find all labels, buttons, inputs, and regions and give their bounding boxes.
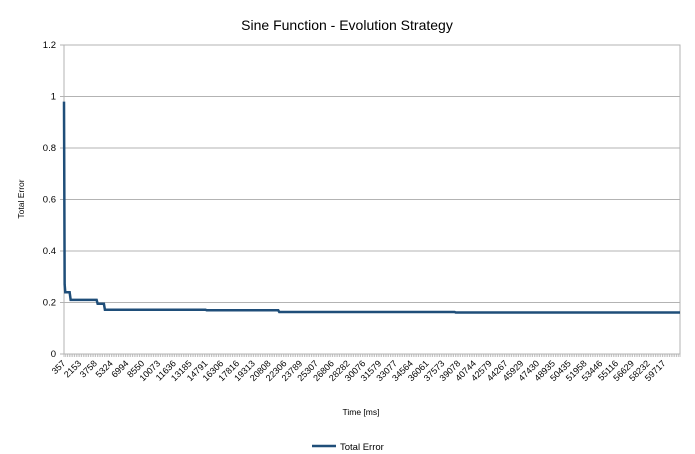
- y-axis-ticks: 0 0.2 0.4 0.6 0.8 1 1.2: [43, 40, 64, 360]
- series-line-total-error: [62, 101, 680, 314]
- y-axis-title: Total Error: [16, 179, 26, 218]
- legend: Total Error: [312, 442, 384, 453]
- y-tick-label: 0.6: [43, 195, 56, 206]
- chart-title: Sine Function - Evolution Strategy: [241, 17, 453, 33]
- x-axis-title: Time [ms]: [343, 407, 380, 417]
- y-tick-label: 0.4: [43, 246, 56, 257]
- y-tick-label: 0: [51, 349, 56, 360]
- legend-label-total-error: Total Error: [340, 442, 384, 453]
- y-tick-label: 0.8: [43, 143, 56, 154]
- series-layer: [62, 101, 680, 314]
- y-tick-label: 0.2: [43, 298, 56, 309]
- y-tick-label: 1.2: [43, 40, 56, 51]
- y-tick-label: 1: [51, 92, 56, 103]
